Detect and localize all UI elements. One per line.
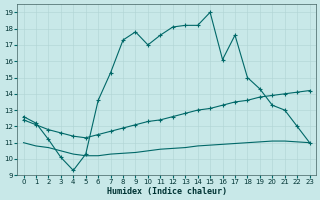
X-axis label: Humidex (Indice chaleur): Humidex (Indice chaleur): [107, 187, 227, 196]
